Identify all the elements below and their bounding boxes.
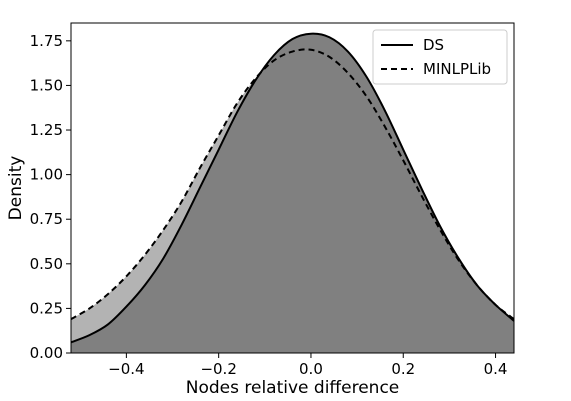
legend: DS MINLPLib	[372, 29, 508, 85]
y-tick-label: 1.75	[30, 32, 63, 50]
y-tick-label: 0.75	[30, 210, 63, 228]
y-tick-label: 1.25	[30, 121, 63, 139]
y-tick-label: 0.00	[30, 344, 63, 362]
y-tick-label: 0.50	[30, 255, 63, 273]
density-lines	[70, 32, 515, 344]
density-fills	[71, 33, 514, 354]
series-line-minlplib	[70, 48, 515, 320]
y-tick-label: 1.00	[30, 166, 63, 184]
y-tick-label: 1.50	[30, 76, 63, 94]
x-tick-label: −0.4	[108, 360, 144, 378]
legend-label-ds: DS	[423, 36, 444, 54]
x-axis-ticks: −0.4 −0.2 0.0 0.2 0.4	[108, 353, 507, 378]
x-axis-label: Nodes relative difference	[186, 378, 400, 398]
y-axis-label: Density	[6, 156, 26, 221]
plot-frame	[70, 22, 515, 354]
x-tick-label: 0.2	[391, 360, 415, 378]
area-fill-ds	[71, 33, 514, 354]
legend-label-minlplib: MINLPLib	[423, 60, 491, 78]
series-line-ds	[70, 32, 515, 344]
legend-box	[372, 29, 508, 85]
x-tick-label: −0.2	[200, 360, 236, 378]
y-axis-ticks: 0.00 0.25 0.50 0.75 1.00 1.25 1.50 1.75	[30, 32, 71, 362]
y-tick-label: 0.25	[30, 299, 63, 317]
x-tick-label: 0.0	[299, 360, 323, 378]
x-tick-label: 0.4	[484, 360, 508, 378]
